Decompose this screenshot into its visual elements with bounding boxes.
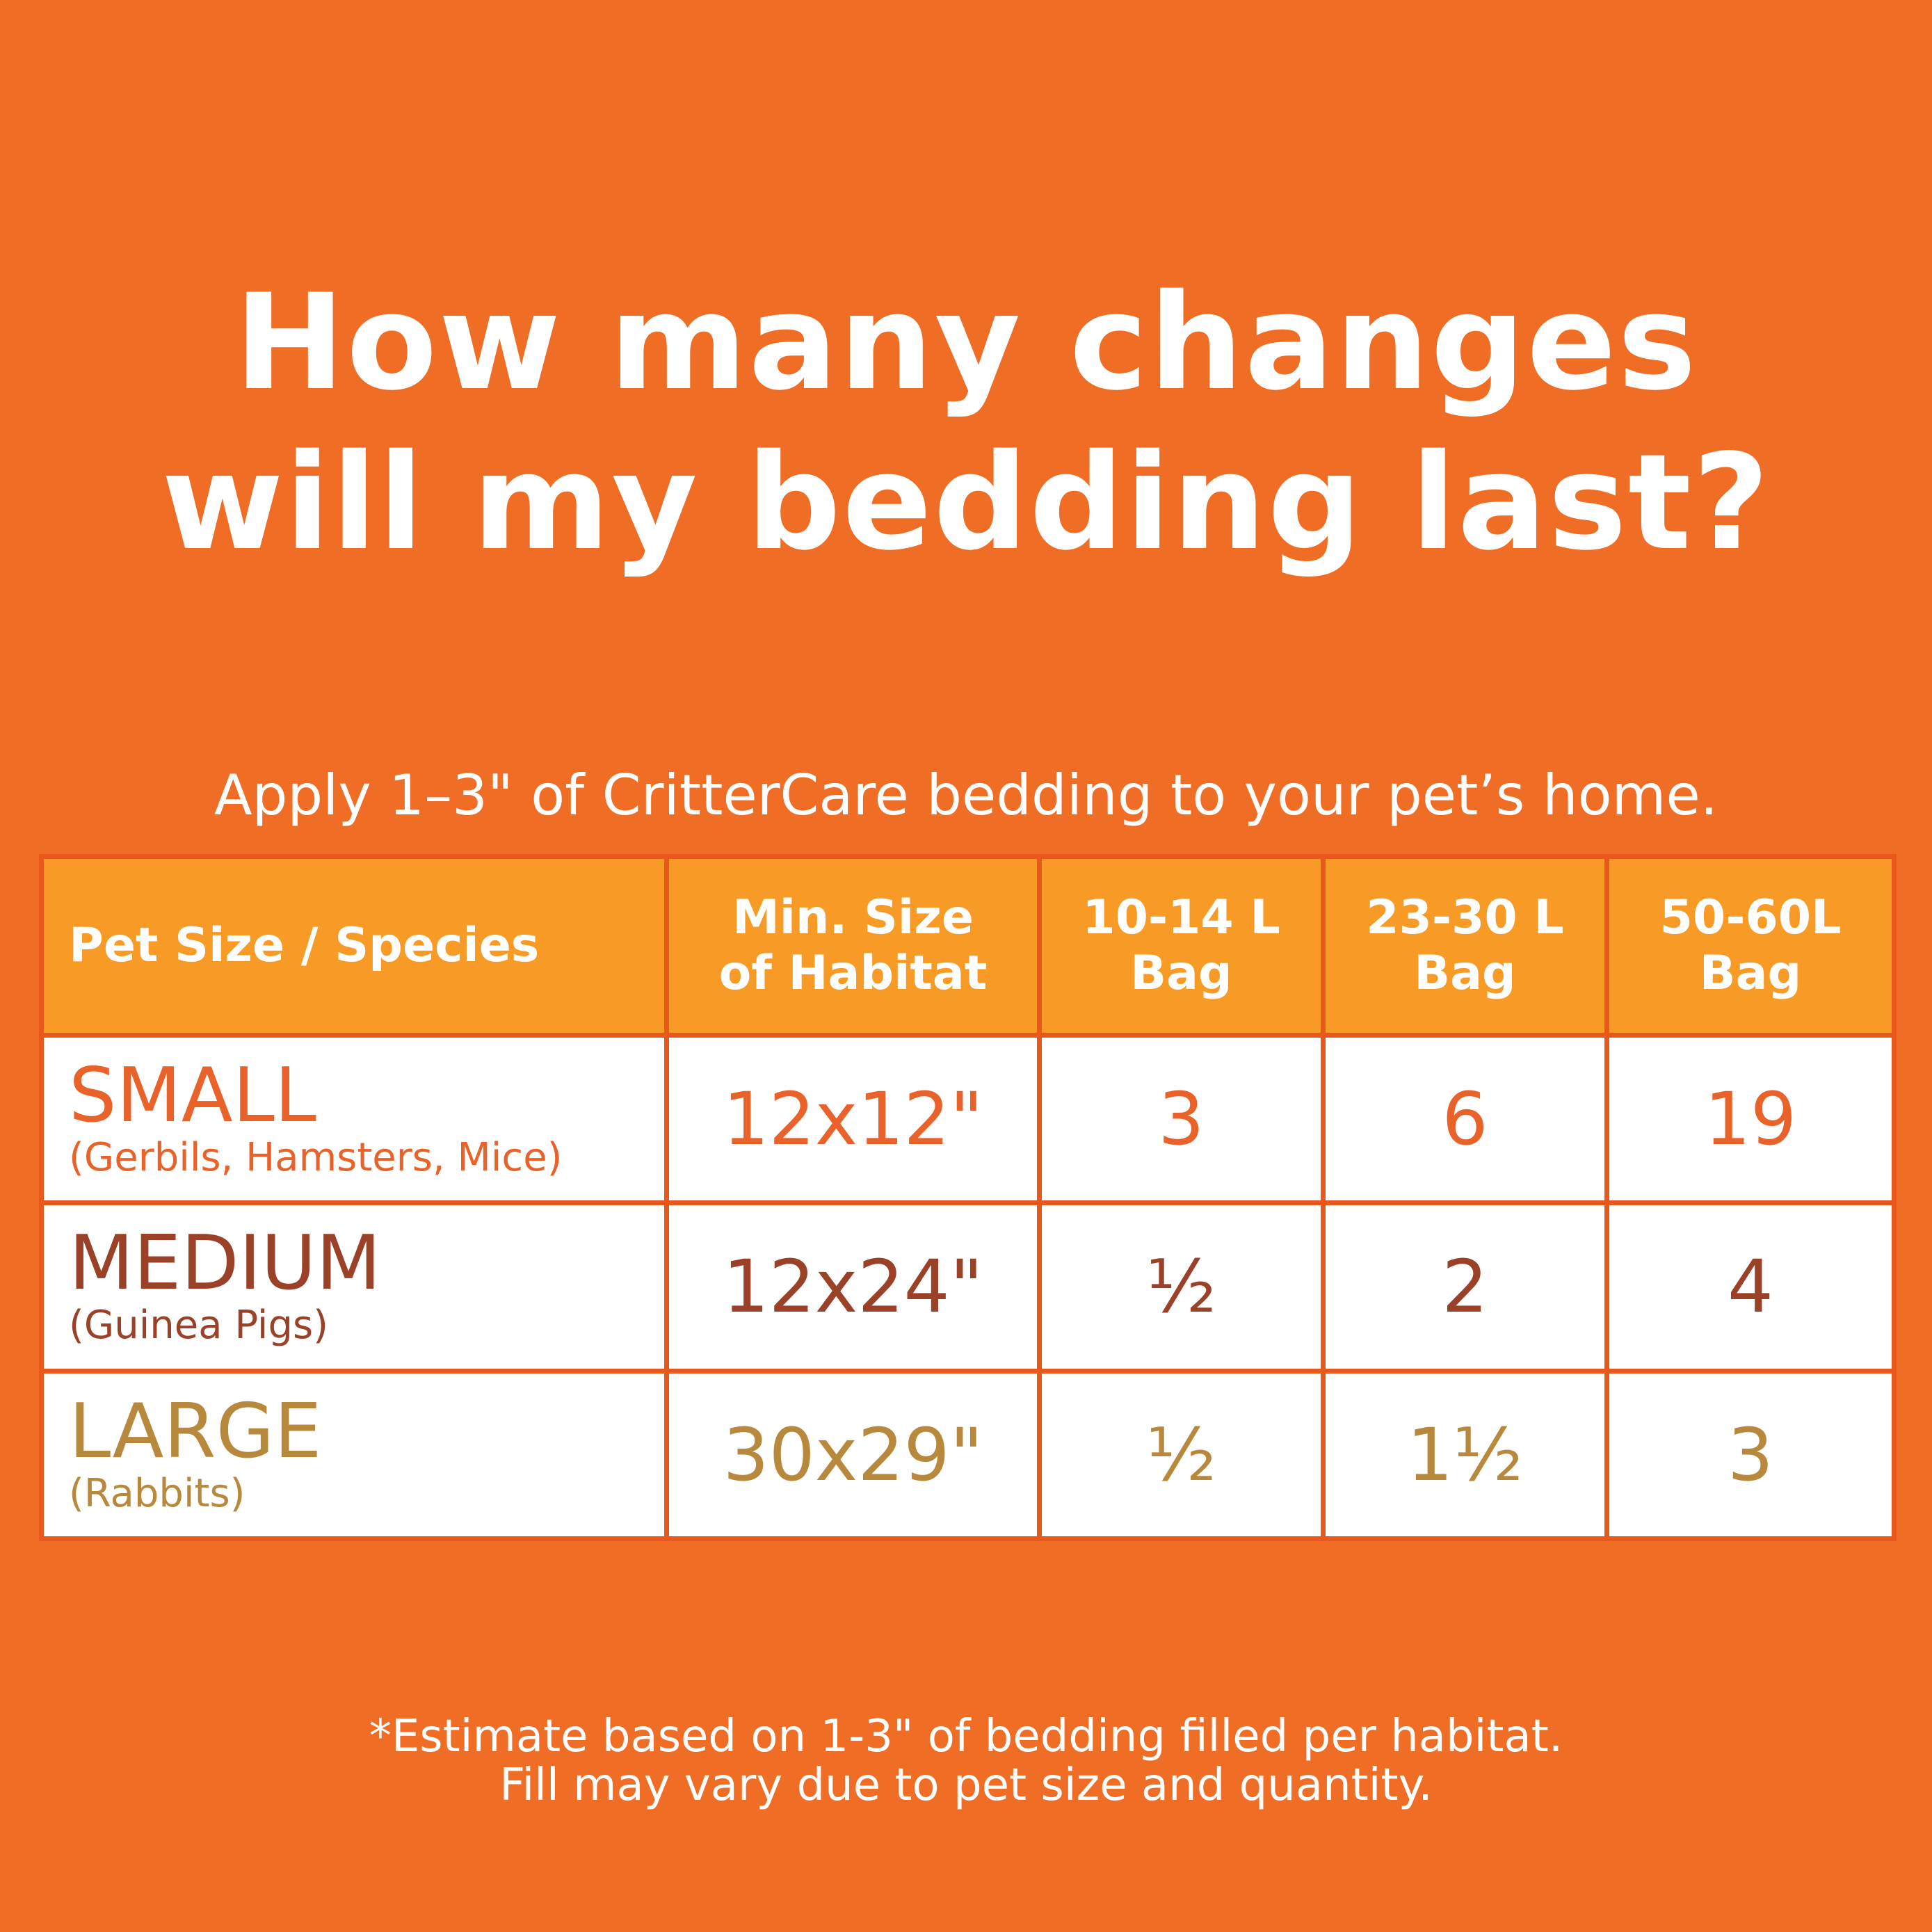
header-min-habitat-size: Min. Size of Habitat (664, 854, 1042, 1038)
title-line-2: will my bedding last? (161, 426, 1771, 579)
title-line-1: How many changes (234, 266, 1698, 419)
header-23-30l-bag: 23-30 L Bag (1321, 854, 1609, 1038)
bag-23-30-cell-medium: 2 (1321, 1200, 1609, 1374)
table-row-large: LARGE (Rabbits) 30x29" ½ 1½ 3 (39, 1368, 1897, 1542)
bag-50-60-cell-medium: 4 (1604, 1200, 1897, 1374)
species-cell-small: SMALL (Gerbils, Hamsters, Mice) (39, 1032, 669, 1206)
habitat-cell-small: 12x12" (664, 1032, 1042, 1206)
species-label-large: (Rabbits) (69, 1470, 245, 1516)
bag-50-60-cell-large: 3 (1604, 1368, 1897, 1542)
table-row-small: SMALL (Gerbils, Hamsters, Mice) 12x12" 3… (39, 1032, 1897, 1206)
size-label-large: LARGE (69, 1387, 322, 1475)
bedding-changes-table: Pet Size / Species Min. Size of Habitat … (39, 854, 1897, 1542)
page-title: How many changes will my bedding last? (0, 263, 1932, 583)
table-header-row: Pet Size / Species Min. Size of Habitat … (39, 854, 1897, 1038)
size-label-medium: MEDIUM (69, 1220, 381, 1307)
header-10-14l-bag: 10-14 L Bag (1037, 854, 1326, 1038)
bag-23-30-cell-large: 1½ (1321, 1368, 1609, 1542)
header-pet-size-species: Pet Size / Species (39, 854, 669, 1038)
estimate-footnote: *Estimate based on 1-3" of bedding fille… (0, 1712, 1932, 1810)
footnote-line-1: *Estimate based on 1-3" of bedding fille… (369, 1711, 1563, 1762)
instruction-subtitle: Apply 1–3" of CritterCare bedding to you… (214, 763, 1718, 828)
table-row-medium: MEDIUM (Guinea Pigs) 12x24" ½ 2 4 (39, 1200, 1897, 1374)
species-label-medium: (Guinea Pigs) (69, 1303, 329, 1349)
species-cell-large: LARGE (Rabbits) (39, 1368, 669, 1542)
bag-10-14-cell-medium: ½ (1037, 1200, 1326, 1374)
bag-10-14-cell-large: ½ (1037, 1368, 1326, 1542)
bag-10-14-cell-small: 3 (1037, 1032, 1326, 1206)
species-cell-medium: MEDIUM (Guinea Pigs) (39, 1200, 669, 1374)
footnote-line-2: Fill may vary due to pet size and quanti… (499, 1760, 1433, 1811)
bag-50-60-cell-small: 19 (1604, 1032, 1897, 1206)
species-label-small: (Gerbils, Hamsters, Mice) (69, 1135, 563, 1181)
header-50-60l-bag: 50-60L Bag (1604, 854, 1897, 1038)
size-label-small: SMALL (69, 1052, 316, 1140)
bag-23-30-cell-small: 6 (1321, 1032, 1609, 1206)
habitat-cell-large: 30x29" (664, 1368, 1042, 1542)
habitat-cell-medium: 12x24" (664, 1200, 1042, 1374)
